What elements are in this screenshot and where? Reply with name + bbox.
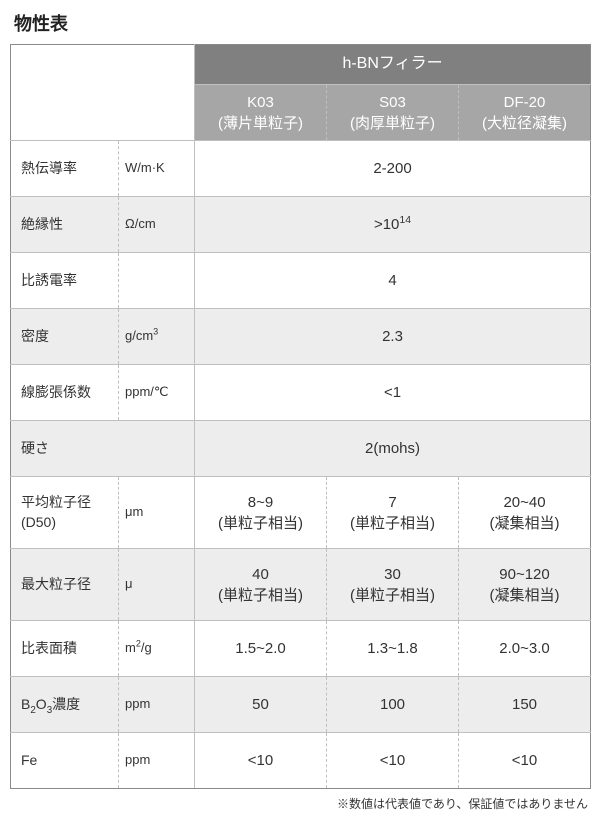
value-cell-merged: <1 [195,365,591,421]
header-col-k03: K03(薄片単粒子) [195,85,327,141]
properties-table: h-BNフィラーK03(薄片単粒子)S03(肉厚単粒子)DF-20(大粒径凝集)… [10,44,591,789]
value-cell: 1.5~2.0 [195,621,327,677]
page-title: 物性表 [14,10,590,36]
header-col-s03: S03(肉厚単粒子) [327,85,459,141]
value-cell: <10 [459,733,591,789]
prop-cell: 熱伝導率 [11,141,119,197]
unit-cell: ppm [119,733,195,789]
value-cell-merged: 2-200 [195,141,591,197]
value-cell: 8~9(単粒子相当) [195,477,327,549]
prop-cell: B2O3濃度 [11,677,119,733]
unit-cell: g/cm3 [119,309,195,365]
value-cell: 30(単粒子相当) [327,549,459,621]
unit-cell: W/m·K [119,141,195,197]
prop-cell: 密度 [11,309,119,365]
unit-cell: ppm [119,677,195,733]
prop-cell: 比表面積 [11,621,119,677]
prop-cell: 平均粒子径(D50) [11,477,119,549]
value-cell-merged: 2.3 [195,309,591,365]
footnote: ※数値は代表値であり、保証値ではありません [10,795,588,812]
prop-cell: Fe [11,733,119,789]
header-col-df-20: DF-20(大粒径凝集) [459,85,591,141]
value-cell: 40(単粒子相当) [195,549,327,621]
value-cell-merged: >1014 [195,197,591,253]
value-cell: 2.0~3.0 [459,621,591,677]
value-cell: 90~120(凝集相当) [459,549,591,621]
prop-cell: 最大粒子径 [11,549,119,621]
unit-cell: Ω/cm [119,197,195,253]
unit-cell [119,253,195,309]
value-cell: 100 [327,677,459,733]
prop-cell: 線膨張係数 [11,365,119,421]
header-group: h-BNフィラー [195,45,591,85]
unit-cell: ppm/℃ [119,365,195,421]
prop-cell: 絶縁性 [11,197,119,253]
value-cell: <10 [327,733,459,789]
value-cell: 150 [459,677,591,733]
value-cell: 50 [195,677,327,733]
value-cell: 20~40(凝集相当) [459,477,591,549]
value-cell: 1.3~1.8 [327,621,459,677]
unit-cell: m2/g [119,621,195,677]
prop-cell: 硬さ [11,421,195,477]
header-blank [11,45,195,141]
unit-cell: μ [119,549,195,621]
unit-cell: μm [119,477,195,549]
value-cell-merged: 4 [195,253,591,309]
value-cell: 7(単粒子相当) [327,477,459,549]
value-cell: <10 [195,733,327,789]
value-cell-merged: 2(mohs) [195,421,591,477]
prop-cell: 比誘電率 [11,253,119,309]
